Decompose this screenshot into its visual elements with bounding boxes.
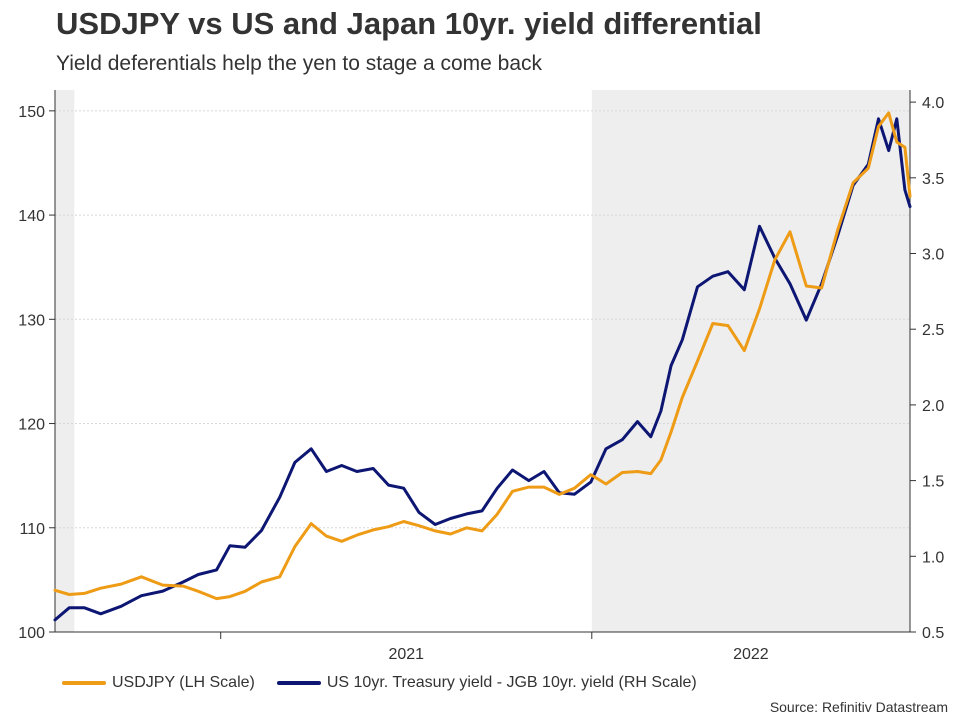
right-tick-label-1.5: 1.5 [922, 474, 944, 491]
left-tick-label-100: 100 [18, 625, 45, 642]
shaded-period-0 [55, 90, 75, 632]
right-tick-label-3.0: 3.0 [922, 247, 944, 264]
shaded-periods [55, 90, 910, 632]
right-tick-label-2.0: 2.0 [922, 398, 944, 415]
axes: 100 110 120 130 140 150 0.5 1.0 1.5 2.0 2.5 3.0 3.5 4… [18, 90, 944, 663]
legend-label-usdjpy: USDJPY (LH Scale) [112, 674, 255, 691]
left-tick-label-110: 110 [19, 521, 45, 538]
left-tick-label-140: 140 [18, 208, 45, 225]
left-tick-label-120: 120 [18, 417, 45, 434]
chart-title: USDJPY vs US and Japan 10yr. yield diffe… [56, 6, 762, 41]
x-tick-label-2022: 2022 [733, 646, 769, 663]
series-line-yield-spread [53, 117, 912, 622]
right-tick-label-2.5: 2.5 [922, 322, 944, 339]
chart-subtitle: Yield deferentials help the yen to stage… [56, 52, 543, 75]
source-note: Source: Refinitiv Datastream [769, 699, 948, 715]
left-tick-label-150: 150 [18, 104, 45, 121]
legend-label-yield-spread: US 10yr. Treasury yield - JGB 10yr. yiel… [326, 674, 697, 691]
legend-swatch-usdjpy [62, 681, 106, 685]
legend-item-usdjpy: USDJPY (LH Scale) [62, 674, 255, 692]
right-tick-label-1.0: 1.0 [922, 549, 944, 566]
series-lines [53, 111, 912, 622]
legend: USDJPY (LH Scale) US 10yr. Treasury yiel… [62, 674, 719, 692]
right-tick-label-4.0: 4.0 [922, 95, 944, 112]
legend-item-yield-spread: US 10yr. Treasury yield - JGB 10yr. yiel… [276, 674, 697, 692]
right-tick-label-3.5: 3.5 [922, 171, 944, 188]
gridlines [55, 110, 910, 529]
left-tick-label-130: 130 [18, 312, 45, 329]
x-tick-label-2021: 2021 [388, 646, 424, 663]
legend-swatch-yield-spread [276, 681, 321, 685]
right-tick-label-0.5: 0.5 [922, 625, 944, 642]
series-line-usdjpy [53, 111, 912, 601]
